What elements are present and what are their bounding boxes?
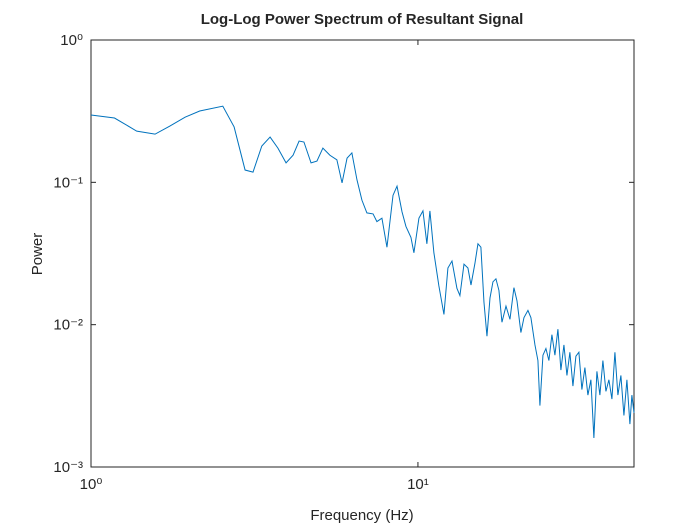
data-line (90, 105, 635, 438)
y-tick-label: 10⁻² (53, 317, 83, 334)
y-tick-label: 10⁰ (60, 32, 83, 49)
y-tick-label: 10⁻³ (53, 459, 83, 476)
chart-title: Log-Log Power Spectrum of Resultant Sign… (201, 11, 524, 28)
x-axis-label: Frequency (Hz) (310, 507, 413, 524)
x-tick-label: 10¹ (407, 476, 429, 493)
plot-area (90, 39, 635, 468)
y-axis-label: Power (29, 233, 46, 276)
y-tick-label: 10⁻¹ (53, 174, 83, 191)
x-tick-label: 10⁰ (80, 476, 103, 493)
